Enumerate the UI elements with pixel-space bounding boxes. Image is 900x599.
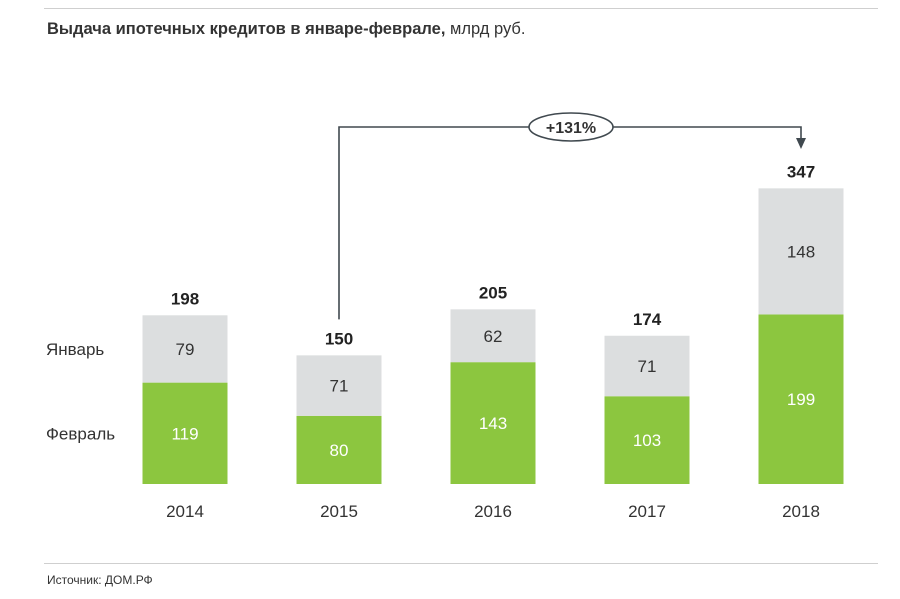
value-label-january-2017: 71: [638, 357, 657, 376]
source-note: Источник: ДОМ.РФ: [47, 573, 153, 587]
value-label-february-2018: 199: [787, 390, 815, 409]
value-label-february-2017: 103: [633, 431, 661, 450]
x-tick-label-2017: 2017: [628, 502, 666, 521]
series-label-january: Январь: [46, 340, 104, 359]
chart-title: Выдача ипотечных кредитов в январе-февра…: [47, 20, 525, 39]
bar-february-2015: [296, 415, 382, 484]
value-label-january-2014: 79: [176, 340, 195, 359]
bar-february-2014: [142, 382, 228, 484]
bar-january-2015: [296, 355, 382, 416]
bar-january-2014: [142, 315, 228, 383]
total-label-2018: 347: [787, 162, 815, 181]
top-rule: [44, 8, 878, 9]
value-label-february-2016: 143: [479, 414, 507, 433]
bar-january-2016: [450, 309, 536, 363]
x-tick-label-2016: 2016: [474, 502, 512, 521]
x-tick-label-2015: 2015: [320, 502, 358, 521]
chart-title-main: Выдача ипотечных кредитов в январе-февра…: [47, 20, 446, 38]
bottom-rule: [44, 563, 878, 564]
growth-label: +131%: [546, 120, 596, 137]
total-label-2017: 174: [633, 310, 662, 329]
x-tick-label-2014: 2014: [166, 502, 204, 521]
bar-february-2017: [604, 396, 690, 484]
growth-arrowhead: [796, 138, 806, 149]
value-label-january-2018: 148: [787, 242, 815, 261]
bar-january-2018: [758, 188, 844, 315]
total-label-2015: 150: [325, 329, 353, 348]
bar-february-2018: [758, 314, 844, 484]
value-label-february-2015: 80: [330, 441, 349, 460]
bar-february-2016: [450, 362, 536, 484]
growth-badge: [528, 112, 614, 142]
series-label-february: Февраль: [46, 424, 115, 443]
total-label-2014: 198: [171, 289, 199, 308]
value-label-february-2014: 119: [171, 424, 198, 443]
total-label-2016: 205: [479, 283, 507, 302]
value-label-january-2015: 71: [330, 377, 349, 396]
bar-january-2017: [604, 335, 690, 397]
x-tick-label-2018: 2018: [782, 502, 820, 521]
chart-title-unit: млрд руб.: [450, 20, 526, 38]
growth-connector-line: [338, 126, 802, 320]
value-label-january-2016: 62: [484, 327, 503, 346]
